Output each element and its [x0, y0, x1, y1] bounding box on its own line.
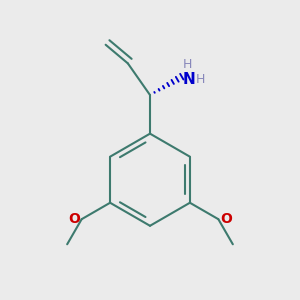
Text: H: H [182, 58, 192, 71]
Text: H: H [196, 73, 206, 85]
Text: N: N [182, 71, 195, 86]
Text: O: O [220, 212, 232, 226]
Text: O: O [68, 212, 80, 226]
